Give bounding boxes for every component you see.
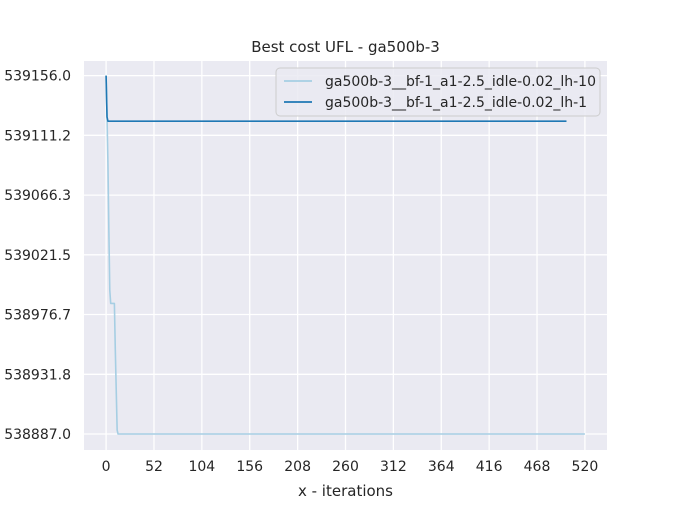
x-axis-label: x - iterations <box>298 482 393 500</box>
y-tick-label: 538931.8 <box>4 367 71 383</box>
x-tick-label: 468 <box>524 459 551 475</box>
x-tick-label: 104 <box>188 459 215 475</box>
x-tick-label: 156 <box>236 459 263 475</box>
x-tick-label: 0 <box>102 459 111 475</box>
x-tick-label: 208 <box>284 459 311 475</box>
x-tick-labels: 0 52 104 156 208 260 312 364 416 468 520 <box>102 459 599 475</box>
y-tick-label: 538887.0 <box>4 427 71 443</box>
x-tick-label: 416 <box>476 459 503 475</box>
y-tick-label: 539066.3 <box>4 188 71 204</box>
y-tick-label: 538976.7 <box>4 308 71 324</box>
y-tick-label: 539156.0 <box>4 69 71 85</box>
series-line-1 <box>105 75 567 123</box>
legend-label-1: ga500b-3__bf-1_a1-2.5_idle-0.02_lh-1 <box>325 95 587 111</box>
chart-title: Best cost UFL - ga500b-3 <box>251 38 440 56</box>
grid <box>84 61 607 450</box>
legend: ga500b-3__bf-1_a1-2.5_idle-0.02_lh-10 ga5… <box>275 67 601 117</box>
series-group <box>105 75 585 435</box>
legend-box <box>275 67 601 117</box>
x-tick-label: 520 <box>572 459 599 475</box>
x-tick-label: 364 <box>428 459 455 475</box>
x-tick-label: 260 <box>332 459 359 475</box>
y-tick-label: 539111.2 <box>4 128 71 144</box>
y-tick-labels: 538887.0 538931.8 538976.7 539021.5 539066.3… <box>4 69 71 443</box>
series-line-0 <box>105 75 585 435</box>
legend-label-0: ga500b-3__bf-1_a1-2.5_idle-0.02_lh-10 <box>325 74 596 90</box>
y-tick-label: 539021.5 <box>4 248 71 264</box>
x-tick-label: 52 <box>145 459 163 475</box>
x-tick-label: 312 <box>380 459 407 475</box>
